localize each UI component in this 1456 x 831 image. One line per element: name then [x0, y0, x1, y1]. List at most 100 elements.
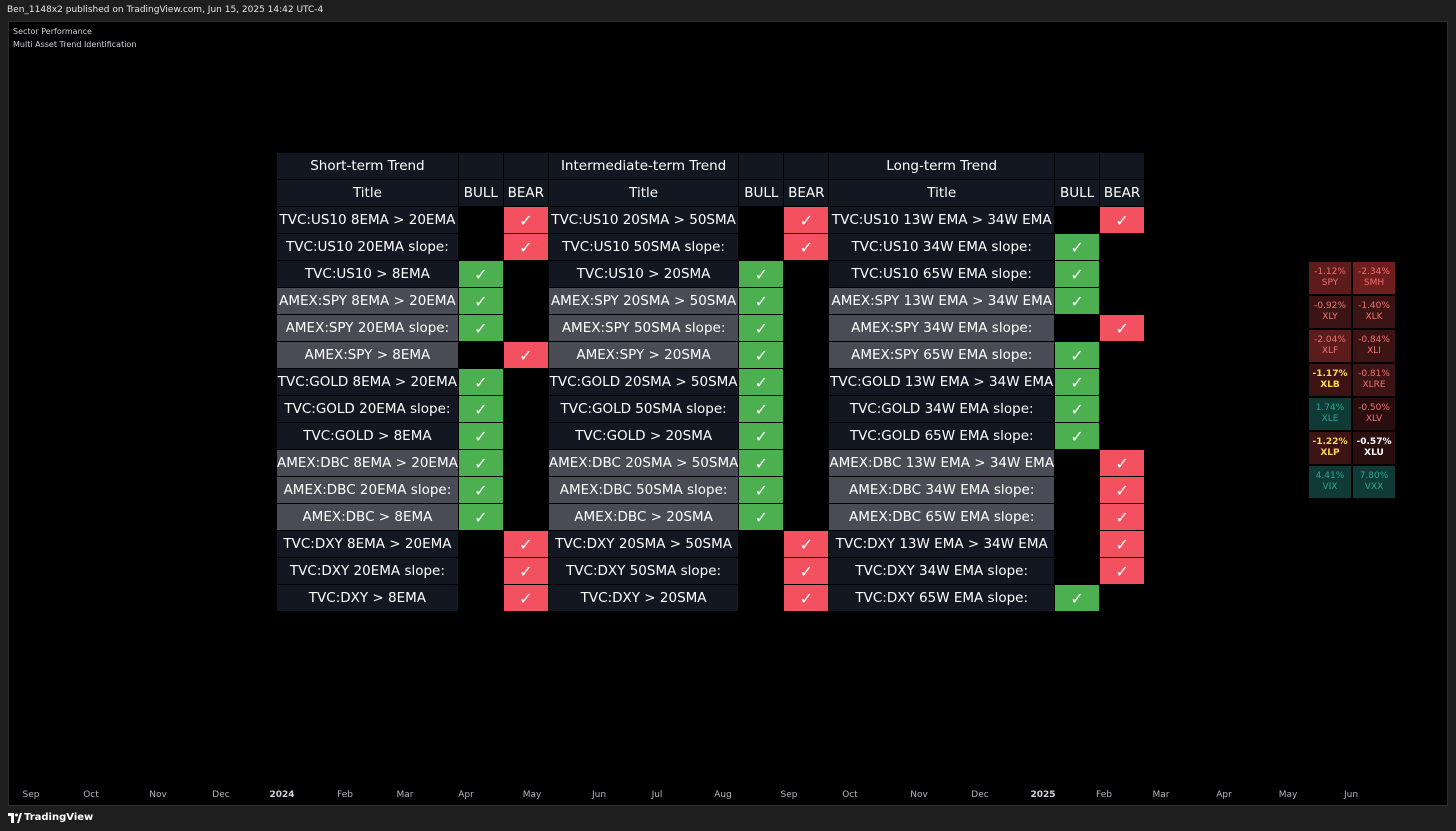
short-term-condition-label: AMEX:SPY 8EMA > 20EMA [276, 287, 459, 315]
long-term-condition-label: TVC:US10 34W EMA slope: [828, 233, 1056, 261]
sector-ticker: XLV [1365, 414, 1383, 424]
table-row: AMEX:SPY 8EMA > 20EMA ✓ AMEX:SPY 20SMA > 5… [276, 287, 1146, 315]
short-term-condition-label: AMEX:DBC 20EMA slope: [276, 476, 459, 504]
intermediate-term-bear-check-icon: ✓ [783, 557, 830, 585]
long-term-condition-label: TVC:US10 65W EMA slope: [828, 260, 1056, 288]
short-term-bear-check-icon: ✓ [502, 206, 549, 234]
intermediate-term-condition-label: TVC:DXY > 20SMA [547, 584, 740, 612]
short-term-bull-check-icon: ✓ [457, 287, 504, 315]
short-term-bull-cell [457, 341, 504, 369]
short-term-condition-label: TVC:GOLD 8EMA > 20EMA [276, 368, 459, 396]
intermediate-term-bear-check-icon: ✓ [783, 530, 830, 558]
long-term-bear-check-icon: ✓ [1099, 557, 1146, 585]
sector-change-pct: -0.50% [1358, 403, 1390, 413]
intermediate-term-bull-check-icon: ✓ [738, 395, 785, 423]
intermediate-term-condition-label: AMEX:DBC 20SMA > 50SMA [547, 449, 740, 477]
intermediate-term-condition-label: TVC:US10 50SMA slope: [547, 233, 740, 261]
long-term-bear-cell [1099, 422, 1146, 450]
short-term-bear-cell [502, 314, 549, 342]
table-row: TVC:US10 8EMA > 20EMA ✓ TVC:US10 20SMA > 5… [276, 206, 1146, 234]
time-axis-month-label: Feb [1096, 790, 1112, 800]
intermediate-term-condition-label: TVC:US10 > 20SMA [547, 260, 740, 288]
intermediate-term-bull-cell [738, 557, 785, 585]
long-term-bear-cell [1099, 395, 1146, 423]
long-term-condition-label: TVC:DXY 13W EMA > 34W EMA [828, 530, 1056, 558]
sector-ticker: XLY [1322, 312, 1338, 322]
long-term-bull-cell [1054, 557, 1101, 585]
short-term-bull-check-icon: ✓ [457, 260, 504, 288]
intermediate-term-bear-cell [783, 314, 830, 342]
sector-cell: -1.40% XLK [1353, 296, 1395, 328]
time-axis-month-label: Dec [971, 790, 989, 800]
trend-table: Short-term Trend Intermediate-term Trend L… [276, 152, 1146, 612]
intermediate-term-blank-header [783, 152, 830, 180]
intermediate-term-bear-cell [783, 368, 830, 396]
sector-change-pct: -2.34% [1358, 267, 1390, 277]
short-term-bull-cell [457, 233, 504, 261]
intermediate-term-condition-label: TVC:US10 20SMA > 50SMA [547, 206, 740, 234]
short-term-bull-cell [457, 206, 504, 234]
long-term-bull-check-icon: ✓ [1054, 287, 1101, 315]
long-term-condition-label: TVC:GOLD 65W EMA slope: [828, 422, 1056, 450]
long-term-condition-label: AMEX:SPY 13W EMA > 34W EMA [828, 287, 1056, 315]
short-term-condition-label: TVC:DXY > 8EMA [276, 584, 459, 612]
short-term-bull-check-icon: ✓ [457, 449, 504, 477]
long-term-bull-check-icon: ✓ [1054, 341, 1101, 369]
time-axis-month-label: May [1278, 790, 1298, 800]
short-term-condition-label: TVC:US10 8EMA > 20EMA [276, 206, 459, 234]
intermediate-term-bear-cell [783, 287, 830, 315]
time-axis-month-label: Oct [83, 790, 99, 800]
sector-cell: -0.57% XLU [1353, 432, 1395, 464]
sector-ticker: XLF [1321, 346, 1339, 356]
publish-info-text: Ben_1148x2 published on TradingView.com,… [7, 5, 324, 15]
short-term-bull-check-icon: ✓ [457, 422, 504, 450]
time-axis-month-label: Mar [396, 790, 414, 800]
short-term-trend-header: Short-term Trend [276, 152, 459, 180]
long-term-blank-header [1054, 152, 1101, 180]
table-row: AMEX:DBC 20EMA slope: ✓ AMEX:DBC 50SMA slo… [276, 476, 1146, 504]
short-term-bull-cell [457, 557, 504, 585]
intermediate-term-bull-header: BULL [738, 179, 785, 207]
short-term-bull-check-icon: ✓ [457, 314, 504, 342]
short-term-condition-label: TVC:DXY 20EMA slope: [276, 557, 459, 585]
long-term-condition-label: TVC:GOLD 13W EMA > 34W EMA [828, 368, 1056, 396]
short-term-condition-label: TVC:GOLD > 8EMA [276, 422, 459, 450]
intermediate-term-bear-header: BEAR [783, 179, 830, 207]
table-row: TVC:GOLD > 8EMA ✓ TVC:GOLD > 20SMA ✓ TVC:GOL… [276, 422, 1146, 450]
long-term-bull-check-icon: ✓ [1054, 395, 1101, 423]
intermediate-term-bull-check-icon: ✓ [738, 287, 785, 315]
sector-change-pct: -1.40% [1358, 301, 1390, 311]
intermediate-term-bear-cell [783, 503, 830, 531]
time-axis-month-label: Feb [337, 790, 353, 800]
short-term-bear-cell [502, 395, 549, 423]
sector-change-pct: 7.80% [1359, 471, 1389, 481]
table-row: TVC:DXY 8EMA > 20EMA ✓ TVC:DXY 20SMA > 50S… [276, 530, 1146, 558]
intermediate-term-title-header: Title [547, 179, 740, 207]
indicator-title: Sector Performance [13, 27, 92, 36]
short-term-blank-header [502, 152, 549, 180]
long-term-bull-cell [1054, 530, 1101, 558]
short-term-condition-label: TVC:GOLD 20EMA slope: [276, 395, 459, 423]
column-header-row: Title BULL BEAR Title BULL BEAR Title BULL BEAR [276, 179, 1146, 207]
sector-cell: -1.17% XLB [1309, 364, 1351, 396]
time-axis-month-label: Nov [149, 790, 167, 800]
intermediate-term-blank-header [738, 152, 785, 180]
intermediate-term-bull-cell [738, 206, 785, 234]
long-term-bear-cell [1099, 287, 1146, 315]
intermediate-term-condition-label: TVC:DXY 50SMA slope: [547, 557, 740, 585]
intermediate-term-condition-label: AMEX:DBC > 20SMA [547, 503, 740, 531]
time-axis-month-label: Jun [591, 790, 607, 800]
indicator-subtitle: Multi Asset Trend Identification [13, 40, 137, 49]
short-term-bull-cell [457, 530, 504, 558]
long-term-bear-check-icon: ✓ [1099, 314, 1146, 342]
short-term-bull-check-icon: ✓ [457, 395, 504, 423]
intermediate-term-bear-cell [783, 341, 830, 369]
long-term-bull-cell [1054, 314, 1101, 342]
short-term-bear-cell [502, 449, 549, 477]
long-term-bull-check-icon: ✓ [1054, 260, 1101, 288]
sector-cell: -2.34% SMH [1353, 262, 1395, 294]
table-row: TVC:US10 > 8EMA ✓ TVC:US10 > 20SMA ✓ TVC:US1… [276, 260, 1146, 288]
intermediate-term-trend-header: Intermediate-term Trend [547, 152, 740, 180]
sector-change-pct: -0.84% [1358, 335, 1390, 345]
sector-cell: 7.80% VXX [1353, 466, 1395, 498]
